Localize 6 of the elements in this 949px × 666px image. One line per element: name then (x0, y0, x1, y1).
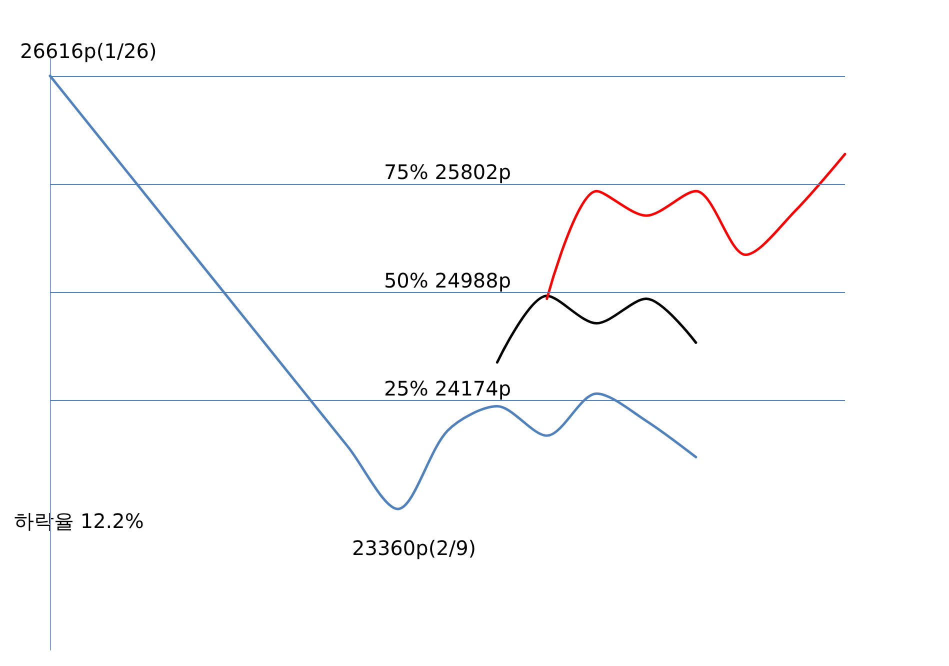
ref-line-label: 50% 24988p (384, 268, 512, 292)
annotation: 하락율 12.2% (14, 509, 144, 533)
annotation: 23360p(2/9) (352, 536, 476, 560)
ref-line-label: 75% 25802p (384, 160, 512, 184)
ref-line-label: 25% 24174p (384, 376, 512, 401)
annotation: 26616p(1/26) (20, 39, 157, 63)
